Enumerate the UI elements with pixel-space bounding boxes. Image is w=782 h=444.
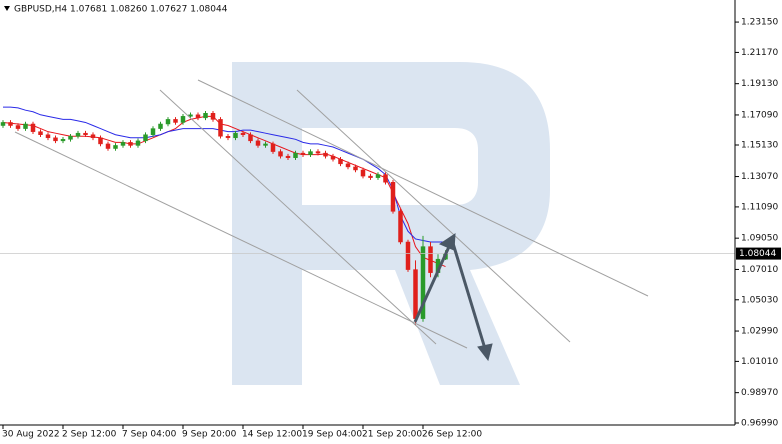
candle-body (308, 151, 313, 155)
candle-body (203, 113, 208, 119)
watermark-stem (232, 62, 302, 385)
candle-body (188, 114, 193, 117)
candle-body (293, 152, 298, 158)
candle-body (143, 134, 148, 142)
candle-body (180, 116, 186, 123)
x-tick-label: 9 Sep 20:00 (182, 430, 237, 440)
candle-body (360, 169, 366, 177)
candle-body (75, 132, 81, 137)
candle-body (8, 122, 13, 126)
y-tick-label: 1.23150 (741, 18, 778, 28)
candle-body (113, 145, 118, 149)
candle-body (270, 143, 276, 152)
price-label: 1.08044 (739, 249, 776, 259)
candle-body (263, 143, 268, 146)
x-tick-label: 14 Sep 12:00 (242, 430, 302, 440)
candle-body (345, 163, 351, 168)
candle-body (30, 123, 36, 132)
trendline (197, 79, 649, 297)
x-tick-label: 26 Sep 12:00 (422, 430, 482, 440)
candle-body (83, 132, 88, 135)
trendline (296, 89, 571, 343)
x-tick-label: 7 Sep 04:00 (122, 430, 177, 440)
candle-body (68, 136, 73, 140)
candle-body (45, 134, 51, 139)
candle-body (323, 152, 328, 157)
candle-body (90, 134, 96, 139)
menu-arrow (4, 6, 10, 11)
candle-body (15, 125, 21, 129)
x-tick-label: 30 Aug 2022 (2, 430, 60, 440)
trendline (159, 89, 437, 345)
candle-body (210, 113, 216, 120)
ohlc: 1.07681 1.08260 1.07627 1.08044 (70, 5, 228, 15)
y-tick-label: 1.19130 (741, 79, 778, 89)
candle-body (158, 123, 163, 129)
trendline (14, 131, 468, 349)
y-tick-label: 1.15130 (741, 140, 778, 150)
x-tick-label: 21 Sep 20:00 (362, 430, 422, 440)
candle-body (0, 122, 6, 126)
candle-body (383, 174, 388, 183)
candle-body (135, 140, 141, 146)
watermark-bowl (302, 62, 550, 385)
y-tick-label: 0.96990 (741, 419, 778, 429)
y-tick-label: 1.09050 (741, 234, 778, 244)
candle-body (255, 140, 261, 146)
plot (0, 106, 735, 325)
candle-body (23, 123, 28, 129)
candle-body (53, 137, 58, 142)
candle-body (248, 134, 253, 142)
candle-body (173, 119, 178, 123)
candle-body (353, 166, 358, 171)
candle-body (285, 155, 291, 158)
candle-body (233, 132, 238, 139)
candle-body (375, 174, 381, 178)
y-tick-label: 1.07010 (741, 265, 778, 275)
candle-body (420, 246, 426, 319)
candle-body (38, 131, 43, 135)
candle-body (60, 139, 66, 142)
watermark (232, 62, 550, 385)
candle-body (98, 137, 103, 145)
y-tick-label: 1.21170 (741, 48, 778, 58)
candle-body (398, 211, 403, 243)
candle-body (315, 151, 321, 154)
candle-body (105, 143, 111, 149)
y-tick-label: 1.05030 (741, 295, 778, 305)
candle-body (390, 181, 396, 212)
y-tick-label: 1.02990 (741, 327, 778, 337)
candle-body (330, 155, 336, 160)
candle-body (368, 175, 373, 178)
candle-body (278, 151, 283, 157)
candle-body (413, 269, 418, 319)
candle-body (195, 114, 201, 119)
y-tick-label: 1.13070 (741, 172, 778, 182)
candle-body (405, 241, 411, 270)
candle-body (150, 128, 156, 135)
candle-body (128, 142, 133, 146)
arrow-head (438, 233, 456, 251)
candle-body (300, 152, 306, 155)
x-tick-label: 19 Sep 04:00 (302, 430, 362, 440)
y-tick-label: 0.98970 (741, 388, 778, 398)
x-tick-label: 2 Sep 12:00 (62, 430, 117, 440)
candle-body (338, 158, 343, 165)
trendlines (14, 79, 649, 349)
candle-body (428, 246, 433, 273)
arrow-head (477, 343, 493, 362)
price-label-box (736, 247, 781, 260)
y-tick-label: 1.11090 (741, 202, 778, 212)
candle-body (218, 119, 223, 137)
candle-body (240, 132, 246, 135)
y-tick-label: 1.01010 (741, 357, 778, 367)
symbol: GBPUSD,H4 (14, 5, 67, 15)
candle-body (120, 142, 126, 146)
forecast-arrow (413, 233, 493, 362)
y-tick-label: 1.17090 (741, 110, 778, 120)
candle-body (225, 136, 231, 139)
indicator-line (3, 106, 446, 243)
candle-body (165, 119, 171, 125)
